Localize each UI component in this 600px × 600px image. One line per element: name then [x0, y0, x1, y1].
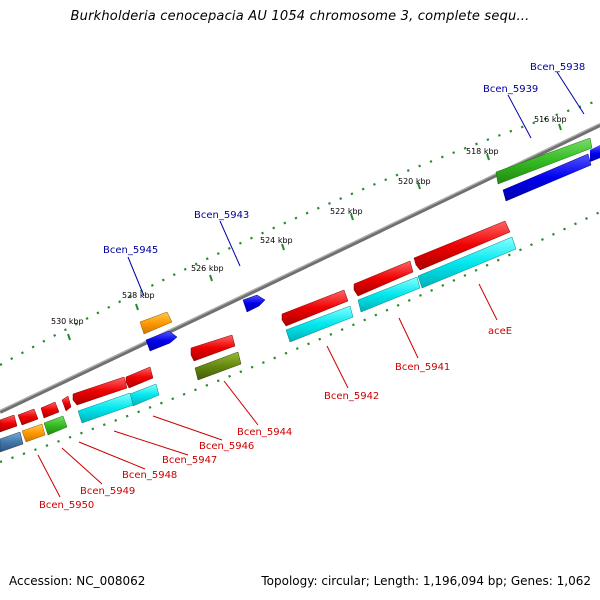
label-bcen-5942[interactable]: Bcen_5942 — [324, 391, 379, 402]
tick-label: 524 kbp — [260, 236, 293, 245]
label-bcen-5939[interactable]: Bcen_5939 — [483, 84, 538, 95]
label-bcen-5950[interactable]: Bcen_5950 — [39, 500, 94, 511]
gene-bcen-5945[interactable] — [145, 330, 178, 352]
gene-bcen-5944[interactable] — [190, 334, 242, 381]
gene-bcen-5947[interactable] — [72, 376, 134, 424]
gene-bcen-5940[interactable] — [502, 153, 592, 202]
genome-summary: Topology: circular; Length: 1,196,094 bp… — [261, 574, 591, 588]
gene-bcen-5949[interactable] — [40, 401, 68, 436]
gene-bcen-5950[interactable] — [17, 408, 46, 443]
gene-acee[interactable] — [413, 220, 517, 289]
callout-lines-top — [127, 71, 585, 297]
gene-bcen-5938[interactable] — [590, 145, 600, 162]
gene-bcen-5943[interactable] — [242, 294, 266, 313]
callout-lines-bottom — [37, 283, 498, 498]
tick-marks — [67, 123, 562, 341]
gene-bcen-5948[interactable] — [61, 395, 72, 412]
label-bcen-5945[interactable]: Bcen_5945 — [103, 245, 158, 256]
tick-label: 516 kbp — [534, 115, 567, 124]
gene-bcen-5939[interactable] — [495, 137, 593, 185]
label-bcen-5943[interactable]: Bcen_5943 — [194, 210, 249, 221]
tick-label: 530 kbp — [51, 317, 84, 326]
tick-label: 522 kbp — [330, 207, 363, 216]
map-title: Burkholderia cenocepacia AU 1054 chromos… — [70, 9, 530, 24]
tick-label: 528 kbp — [122, 291, 155, 300]
tick-label: 520 kbp — [398, 177, 431, 186]
inner-tick-ring — [0, 211, 600, 464]
label-bcen-5948[interactable]: Bcen_5948 — [122, 470, 177, 481]
label-bcen-5938[interactable]: Bcen_5938 — [530, 62, 585, 73]
tick-label: 518 kbp — [466, 147, 499, 156]
label-bcen-5946[interactable]: Bcen_5946 — [199, 441, 254, 452]
accession-text: Accession: NC_008062 — [9, 574, 146, 588]
tick-label: 526 kbp — [191, 264, 224, 273]
gene-bcen-5942[interactable] — [281, 289, 354, 343]
gene-edge-left[interactable] — [0, 414, 24, 453]
label-acee[interactable]: aceE — [488, 326, 512, 337]
label-bcen-5941[interactable]: Bcen_5941 — [395, 362, 450, 373]
gene-bcen-5945-orange[interactable] — [139, 311, 173, 335]
label-bcen-5947[interactable]: Bcen_5947 — [162, 455, 217, 466]
label-bcen-5944[interactable]: Bcen_5944 — [237, 427, 292, 438]
label-bcen-5949[interactable]: Bcen_5949 — [80, 486, 135, 497]
gene-bcen-5941[interactable] — [353, 260, 421, 313]
gene-bcen-5946[interactable] — [125, 366, 160, 407]
